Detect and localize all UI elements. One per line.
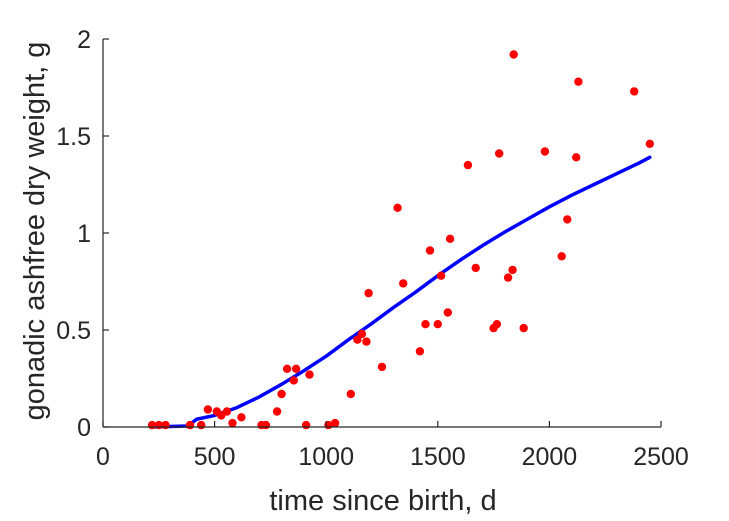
data-point (272, 407, 282, 416)
data-point (540, 147, 550, 156)
data-point (222, 407, 232, 416)
x-axis-label: time since birth, d (269, 485, 496, 517)
y-tick-label: 0 (77, 414, 91, 442)
y-tick-label: 1 (77, 220, 91, 248)
data-point (445, 234, 455, 243)
data-point (563, 215, 572, 224)
x-tick-label: 1500 (410, 443, 466, 471)
data-point (495, 149, 504, 158)
fit-curve (149, 155, 652, 429)
data-point (557, 252, 566, 261)
x-tick-label: 500 (194, 443, 236, 471)
data-point (393, 203, 402, 212)
data-point (463, 160, 473, 170)
y-tick-label: 1.5 (56, 123, 91, 151)
data-point (645, 139, 654, 148)
data-point (508, 265, 517, 275)
data-point (185, 420, 195, 430)
data-point (503, 273, 513, 282)
y-tick-label: 0.5 (56, 317, 91, 345)
data-point (237, 413, 246, 422)
data-point (415, 347, 425, 356)
data-point (421, 320, 430, 329)
data-point (289, 376, 298, 385)
data-point (492, 320, 502, 329)
data-point (425, 246, 435, 255)
data-point (572, 153, 581, 162)
data-point (399, 279, 408, 288)
plot-area (147, 50, 654, 430)
data-point (357, 329, 367, 339)
data-point (353, 335, 362, 344)
data-point (228, 418, 237, 428)
data-point (433, 320, 442, 329)
data-point (261, 420, 271, 430)
data-point (197, 420, 206, 430)
data-point (291, 364, 301, 373)
data-point (346, 389, 355, 399)
y-axis-label: gonadic ashfree dry weight, g (19, 42, 51, 421)
data-point (362, 337, 371, 346)
x-tick-label: 2500 (633, 443, 689, 471)
data-point (282, 364, 292, 373)
x-tick-label: 1000 (298, 443, 354, 471)
data-point (519, 323, 528, 333)
data-point (471, 263, 480, 273)
data-point (436, 271, 446, 280)
data-point (630, 87, 639, 96)
data-point (277, 389, 286, 399)
x-tick-label: 2000 (522, 443, 578, 471)
y-tick-label: 2 (77, 26, 91, 54)
data-point (301, 420, 311, 430)
data-point (574, 77, 583, 86)
data-point (377, 362, 387, 372)
data-point (161, 420, 170, 430)
x-tick-label: 0 (96, 443, 110, 471)
data-point (203, 405, 213, 414)
data-point (330, 418, 340, 428)
data-point (364, 288, 373, 298)
data-point (509, 50, 518, 59)
data-point (305, 370, 314, 379)
axes: 0 500 1000 1500 2000 2500 0 0.5 1 1.5 2 (56, 26, 689, 471)
data-point (443, 308, 452, 317)
